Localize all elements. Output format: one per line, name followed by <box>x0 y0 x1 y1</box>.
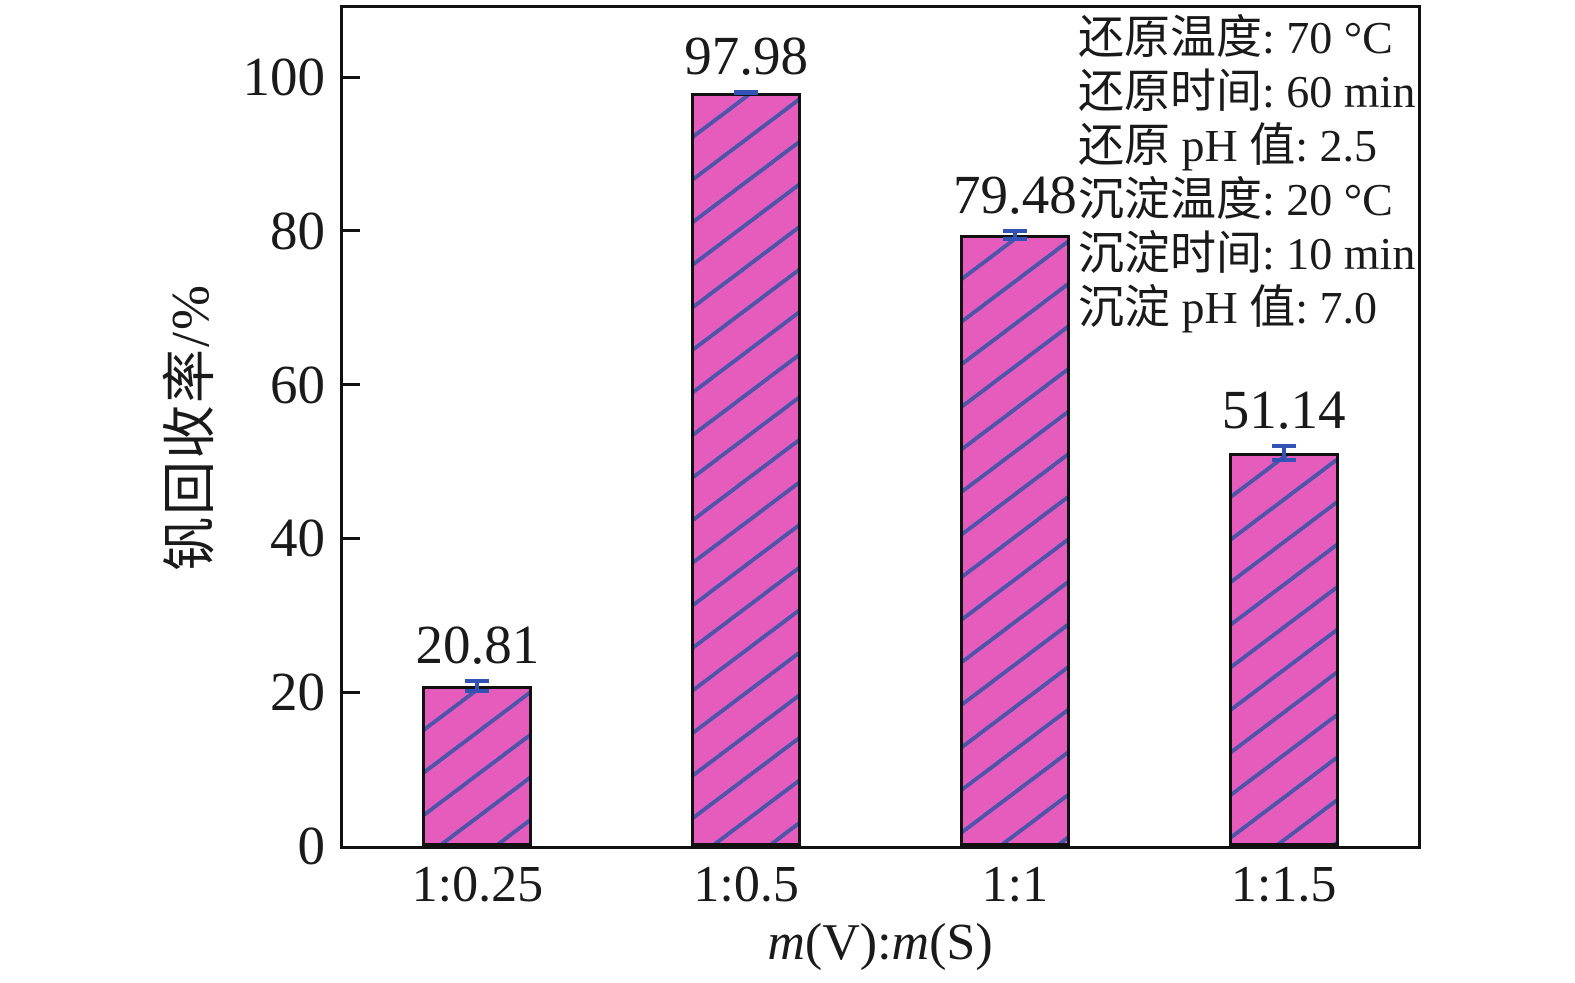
error-bar-stem <box>1281 443 1286 463</box>
x-axis-title-part: (V): <box>804 914 892 971</box>
y-tick-label: 20 <box>270 661 325 723</box>
bar <box>422 686 533 846</box>
bar-value-label: 97.98 <box>684 25 808 87</box>
y-tick-label: 80 <box>270 199 325 261</box>
annotation-line: 沉淀温度: 20 °C <box>1078 174 1393 225</box>
y-tick <box>343 75 360 79</box>
error-bar-cap <box>1271 443 1296 448</box>
error-bar <box>465 679 490 693</box>
x-axis-title-part: m <box>891 914 930 971</box>
plot-area: 还原温度: 70 °C 还原时间: 60 min 还原 pH 值: 2.5 沉淀… <box>340 5 1421 849</box>
annotation-line: 沉淀时间: 10 min <box>1078 228 1416 279</box>
x-tick-label: 1:0.5 <box>693 856 799 913</box>
error-bar-cap <box>465 679 490 684</box>
error-bar-stem <box>475 679 480 693</box>
x-axis-title-part: m <box>767 914 805 971</box>
y-tick-label: 60 <box>270 353 325 415</box>
bar <box>959 234 1070 846</box>
error-bar-cap <box>465 688 490 693</box>
x-tick-label: 1:0.25 <box>411 856 544 913</box>
error-bar-cap <box>1271 458 1296 463</box>
y-tick <box>343 229 360 233</box>
bar <box>1228 452 1339 846</box>
annotation-line: 还原 pH 值: 2.5 <box>1078 120 1377 171</box>
error-bar-stem <box>1012 229 1017 241</box>
x-tick-label: 1:1.5 <box>1230 856 1337 913</box>
x-tick-label: 1:1 <box>981 856 1049 913</box>
bar <box>691 92 802 846</box>
x-axis-title: m(V):m(S) <box>767 912 992 974</box>
error-bar <box>734 90 759 96</box>
error-bar-cap <box>734 91 759 96</box>
bar-value-label: 20.81 <box>415 614 540 676</box>
bar-value-label: 51.14 <box>1221 378 1346 440</box>
annotation-line: 沉淀 pH 值: 7.0 <box>1078 282 1377 333</box>
error-bar <box>1271 443 1296 463</box>
error-bar-cap <box>1002 229 1027 234</box>
x-axis-title-part: (S) <box>929 914 993 971</box>
bar-value-label: 79.48 <box>953 164 1077 226</box>
y-tick-label: 100 <box>242 46 326 108</box>
error-bar-cap <box>1002 236 1027 241</box>
y-tick-label: 0 <box>297 815 326 876</box>
annotation-line: 还原温度: 70 °C <box>1078 12 1393 63</box>
error-bar <box>1002 229 1027 241</box>
annotation-line: 还原时间: 60 min <box>1078 66 1416 117</box>
conditions-annotation: 还原温度: 70 °C 还原时间: 60 min 还原 pH 值: 2.5 沉淀… <box>1078 11 1415 335</box>
y-tick-label: 40 <box>270 507 325 569</box>
y-tick <box>343 690 360 694</box>
y-tick <box>343 383 360 387</box>
y-tick <box>343 536 360 540</box>
